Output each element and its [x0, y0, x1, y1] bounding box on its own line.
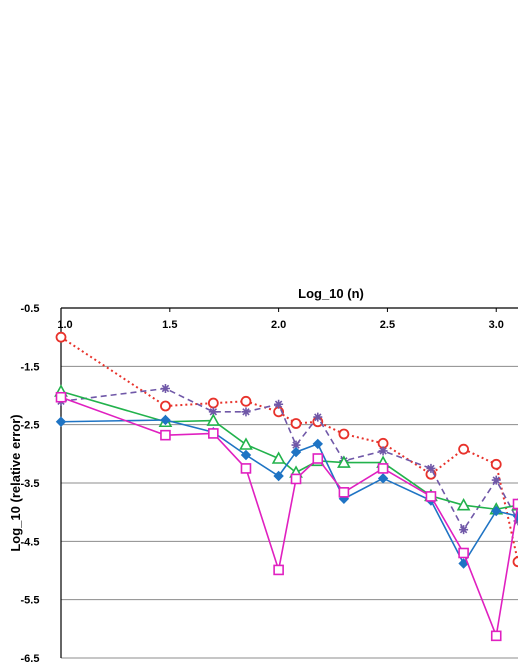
data-point-circle	[160, 400, 171, 412]
data-point-circle	[490, 458, 502, 470]
axes	[60, 308, 497, 658]
data-point-circle	[512, 556, 518, 568]
data-point-asterisk	[241, 407, 251, 417]
series-circle	[55, 331, 518, 568]
x-tick-label: 3.0	[489, 319, 504, 331]
data-point-square	[55, 391, 67, 403]
x-tick-label: 1.0	[57, 319, 72, 331]
data-point-square	[425, 491, 437, 502]
series-line	[60, 419, 518, 566]
data-point-asterisk	[208, 407, 218, 417]
tick-labels: -0.5 -1.5 -2.5 -3.5 -4.5 -5.5 -6.5 1.0 1.5 2.0 2.5…	[21, 303, 504, 665]
data-point-square	[338, 487, 350, 498]
data-point-circle	[338, 428, 350, 440]
data-point-triangle	[239, 437, 253, 450]
data-point-square	[458, 547, 469, 559]
data-point-asterisk	[459, 525, 469, 535]
data-point-triangle	[271, 451, 286, 464]
x-tick-label: 1.5	[162, 319, 177, 331]
data-point-square	[273, 564, 284, 576]
y-tick-label: -6.5	[21, 653, 40, 665]
data-point-triangle	[337, 455, 351, 468]
data-point-square	[208, 428, 219, 439]
data-point-asterisk	[491, 475, 501, 485]
data-point-circle	[290, 418, 302, 429]
series-line	[60, 390, 518, 511]
data-point-diamond	[273, 470, 284, 482]
data-point-square	[377, 463, 389, 474]
data-point-circle	[55, 331, 67, 343]
series-group	[54, 331, 518, 642]
data-point-circle	[207, 397, 219, 409]
series-asterisk	[56, 384, 518, 535]
data-point-asterisk	[426, 463, 436, 473]
data-point-diamond	[491, 505, 502, 517]
data-point-square	[490, 630, 502, 642]
data-point-asterisk	[274, 399, 284, 409]
x-axis-title: Log_10 (n)	[298, 286, 364, 301]
series-line	[60, 387, 518, 532]
data-point-diamond	[377, 473, 389, 484]
data-point-square	[160, 429, 171, 441]
data-point-circle	[240, 395, 252, 407]
y-tick-label: -3.5	[21, 478, 40, 490]
y-tick-label: -0.5	[21, 303, 40, 315]
data-point-triangle	[206, 413, 221, 426]
series-diamond	[55, 414, 518, 569]
y-tick-label: -4.5	[21, 536, 40, 548]
y-axis-title: Log_10 (relative error)	[8, 414, 23, 551]
y-tick-label: -1.5	[21, 361, 40, 373]
series-triangle	[54, 384, 518, 515]
data-point-asterisk	[160, 384, 170, 393]
data-point-square	[240, 463, 252, 474]
y-tick-label: -5.5	[21, 595, 40, 607]
gridlines	[61, 307, 518, 659]
data-point-diamond	[240, 449, 252, 461]
x-tick-label: 2.5	[380, 319, 395, 331]
data-point-diamond	[55, 416, 67, 427]
data-point-square	[290, 473, 302, 485]
data-point-diamond	[312, 438, 323, 450]
data-point-triangle	[456, 498, 471, 511]
data-point-asterisk	[313, 412, 323, 422]
y-tick-label: -2.5	[21, 420, 40, 432]
data-point-diamond	[290, 446, 302, 458]
data-point-square	[512, 498, 518, 510]
data-point-circle	[458, 443, 469, 455]
data-point-diamond	[160, 414, 171, 426]
x-tick-label: 2.0	[271, 319, 286, 331]
data-point-asterisk	[291, 440, 301, 450]
series-square	[55, 391, 518, 642]
data-point-square	[312, 453, 324, 464]
data-point-asterisk	[378, 446, 388, 456]
